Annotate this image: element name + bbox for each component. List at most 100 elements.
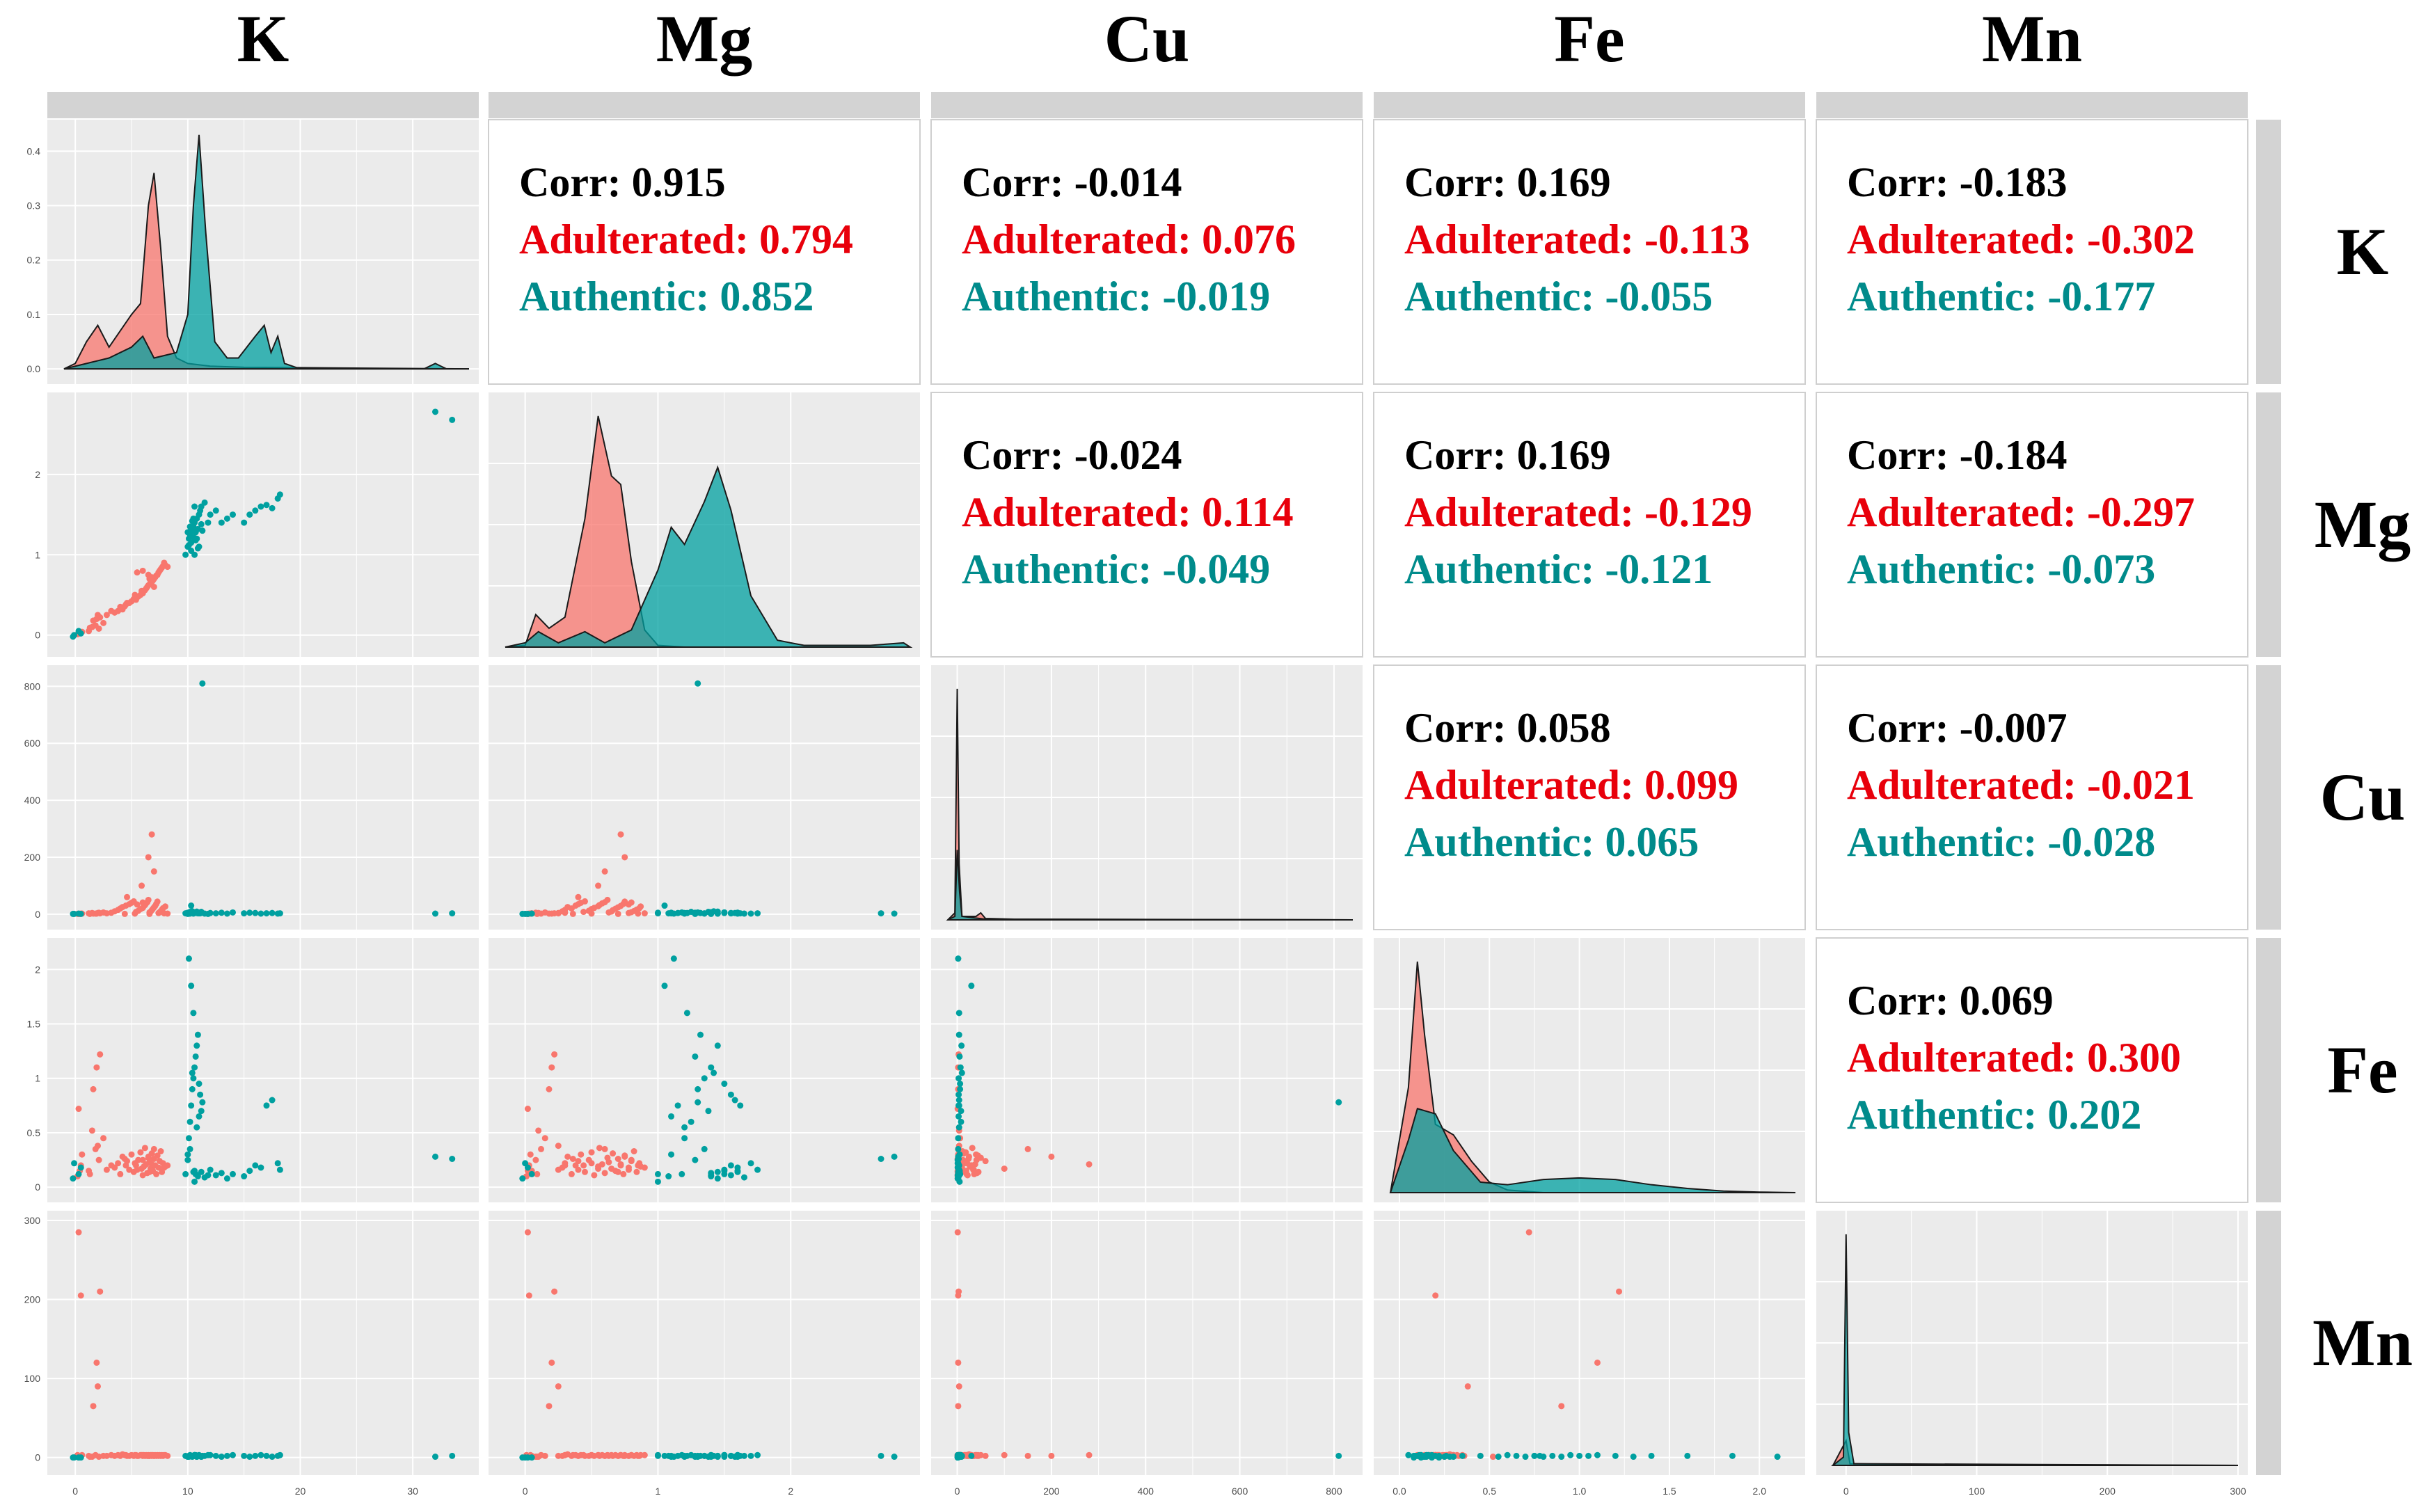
plot-panel-bg [1374, 1211, 1805, 1475]
point-adulterated [575, 1166, 582, 1173]
point-authentic [205, 910, 212, 917]
panel-k-fe: Corr: 0.169 Adulterated: -0.113 Authentic:… [1373, 119, 1806, 385]
corr-adulterated-label: Adulterated: [1847, 489, 2087, 535]
point-authentic [954, 1172, 961, 1179]
point-authentic [519, 1175, 526, 1182]
point-authentic [252, 507, 259, 514]
point-adulterated [1001, 1451, 1008, 1458]
point-authentic [196, 543, 203, 550]
point-authentic [269, 504, 276, 511]
corr-overall-value: -0.183 [1960, 159, 2068, 205]
point-authentic [193, 1124, 200, 1131]
column-header-k: K [237, 1, 289, 76]
x-tick-label: 800 [1326, 1486, 1342, 1497]
point-adulterated [75, 1229, 82, 1236]
corr-overall-label: Corr: [1847, 159, 1960, 205]
point-adulterated [562, 1162, 569, 1169]
corr-adulterated-label: Adulterated: [962, 216, 1202, 262]
point-adulterated [164, 1452, 171, 1459]
point-authentic [276, 910, 283, 917]
point-adulterated [580, 1162, 587, 1169]
panel-fe-cu [931, 938, 1363, 1202]
panel-mg-k: 0 1 2 [35, 392, 479, 657]
point-adulterated [121, 910, 128, 917]
point-adulterated [555, 1383, 562, 1390]
point-authentic [212, 1452, 219, 1459]
point-authentic [192, 1053, 199, 1060]
point-adulterated [635, 1162, 642, 1169]
corr-overall-line: Corr: 0.069 [1847, 978, 2054, 1024]
point-authentic [201, 499, 208, 506]
corr-overall-line: Corr: 0.169 [1404, 159, 1611, 205]
point-adulterated [1558, 1403, 1565, 1410]
point-adulterated [628, 1156, 635, 1163]
point-adulterated [604, 896, 611, 903]
point-authentic [205, 1451, 212, 1458]
corr-overall-value: -0.024 [1074, 432, 1182, 478]
corr-overall-value: 0.169 [1517, 432, 1611, 478]
point-authentic [199, 527, 206, 534]
corr-adulterated-label: Adulterated: [519, 216, 759, 262]
top-strip-mg [489, 92, 920, 118]
point-authentic [212, 507, 219, 514]
corr-panel-bg [1373, 119, 1806, 385]
point-authentic [721, 1168, 728, 1175]
x-tick-label: 0.0 [1392, 1486, 1406, 1497]
point-adulterated [1464, 1383, 1471, 1390]
point-authentic [955, 1135, 962, 1142]
corr-authentic-label: Authentic: [1847, 273, 2047, 319]
point-adulterated [79, 1151, 86, 1158]
point-authentic [708, 1172, 715, 1179]
point-authentic [1648, 1452, 1655, 1459]
point-authentic [241, 910, 248, 917]
panel-mg-mg [489, 392, 920, 657]
point-authentic [1477, 1452, 1484, 1459]
corr-authentic-value: 0.202 [2047, 1092, 2141, 1138]
point-adulterated [121, 1156, 128, 1163]
point-adulterated [95, 1156, 102, 1163]
corr-authentic-line: Authentic: -0.028 [1847, 819, 2155, 865]
x-tick-label: 0 [1843, 1486, 1849, 1497]
corr-overall-label: Corr: [1847, 705, 1960, 751]
point-adulterated [148, 831, 155, 838]
point-authentic [958, 1069, 965, 1076]
point-authentic [263, 910, 270, 917]
y-tick-label: 300 [24, 1215, 41, 1226]
point-adulterated [641, 1164, 648, 1171]
point-adulterated [601, 868, 608, 875]
point-authentic [70, 633, 77, 640]
corr-adulterated-line: Adulterated: -0.297 [1847, 489, 2195, 535]
point-adulterated [132, 591, 138, 598]
point-authentic [954, 1156, 961, 1163]
point-authentic [727, 1091, 734, 1098]
panel-mn-cu: 0 200 400 600 800 [931, 1211, 1363, 1497]
point-authentic [681, 1124, 688, 1131]
point-authentic [956, 1178, 963, 1185]
corr-adulterated-label: Adulterated: [1847, 1035, 2087, 1081]
point-authentic [196, 1081, 203, 1088]
point-adulterated [124, 893, 131, 900]
point-authentic [449, 1156, 456, 1163]
corr-overall-line: Corr: -0.024 [962, 432, 1182, 478]
point-authentic [77, 630, 84, 637]
point-adulterated [100, 619, 107, 626]
corr-overall-label: Corr: [1847, 432, 1960, 478]
point-adulterated [635, 1452, 642, 1459]
point-adulterated [93, 1064, 100, 1071]
plot-panel-bg [47, 392, 479, 657]
point-adulterated [146, 1168, 153, 1175]
x-tick-label: 400 [1138, 1486, 1155, 1497]
point-adulterated [134, 569, 141, 576]
point-adulterated [141, 1145, 148, 1152]
density-authentic [505, 465, 913, 648]
corr-authentic-line: Authentic: 0.202 [1847, 1092, 2141, 1138]
x-tick-label: 2 [788, 1486, 793, 1497]
point-authentic [194, 1031, 201, 1038]
point-authentic [754, 1451, 761, 1458]
point-adulterated [588, 1149, 595, 1156]
y-tick-label: 0.2 [27, 255, 41, 266]
point-adulterated [525, 1292, 532, 1299]
point-adulterated [103, 1452, 110, 1459]
point-authentic [230, 511, 236, 518]
